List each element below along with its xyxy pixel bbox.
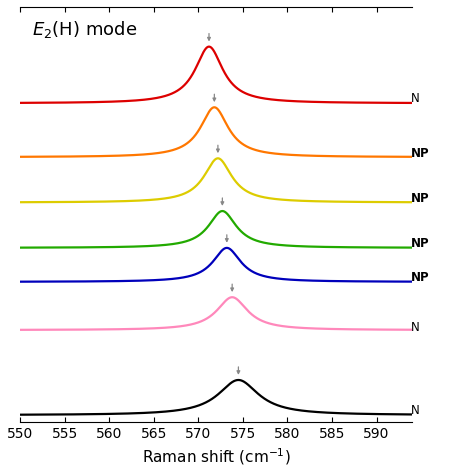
Text: NP: NP — [410, 237, 429, 250]
Text: NP: NP — [410, 272, 429, 284]
X-axis label: Raman shift (cm$^{-1}$): Raman shift (cm$^{-1}$) — [142, 447, 291, 467]
Text: N: N — [410, 92, 419, 105]
Text: N: N — [410, 321, 419, 334]
Text: $E_2$(H) mode: $E_2$(H) mode — [32, 19, 137, 40]
Text: NP: NP — [410, 192, 429, 205]
Text: NP: NP — [410, 147, 429, 160]
Text: N: N — [410, 404, 419, 417]
